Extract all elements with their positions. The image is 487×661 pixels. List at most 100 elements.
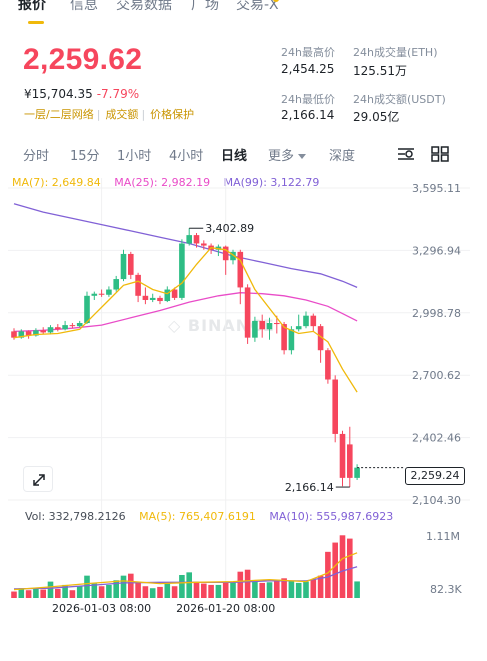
- interval-1h[interactable]: 1小时: [117, 149, 152, 164]
- y-tick-label: 3,595.11: [412, 182, 461, 195]
- candle-body: [274, 323, 280, 325]
- ma25-legend: MA(25): 2,982.19: [114, 176, 211, 189]
- candle-body: [332, 379, 338, 434]
- caret-down-icon: [298, 154, 307, 159]
- interval-more-label: 更多: [268, 149, 295, 164]
- indicator-settings-icon[interactable]: [397, 146, 415, 162]
- price-sub-line: ¥15,704.35 -7.79%: [24, 87, 139, 101]
- candle-body: [91, 293, 98, 296]
- interval-more[interactable]: 更多: [268, 145, 307, 164]
- candle-body: [252, 320, 258, 338]
- vol-usdt-label: 24h成交额(USDT): [353, 93, 446, 106]
- last-price: 2,259.62: [23, 43, 143, 76]
- ma99-legend: MA(99): 3,122.79: [223, 176, 320, 189]
- tag-layer-network[interactable]: 一层/二层网络: [24, 108, 94, 121]
- interval-1d[interactable]: 日线: [221, 149, 248, 164]
- candle-body: [76, 323, 83, 327]
- candle-body: [142, 295, 149, 300]
- volume-bar: [354, 581, 360, 598]
- volume-bar: [76, 586, 83, 598]
- candle-body: [128, 253, 134, 275]
- candle-body: [288, 329, 295, 351]
- volume-bar: [149, 588, 156, 598]
- y-tick-label: 3,296.94: [412, 244, 461, 257]
- y-tick-label: 2,104.30: [412, 494, 461, 507]
- interval-4h[interactable]: 4小时: [169, 149, 204, 164]
- candle-body: [171, 289, 178, 298]
- candle-body: [354, 467, 360, 478]
- ma99-line: [13, 203, 358, 288]
- volume-bar: [252, 581, 258, 598]
- candle-body: [237, 251, 244, 288]
- volume-bar: [18, 588, 25, 598]
- candle-body: [55, 327, 61, 330]
- expand-chart-button[interactable]: [23, 466, 53, 492]
- ma7-line: [13, 247, 358, 393]
- volume-bar: [332, 542, 338, 598]
- vol-ma5-line: [13, 552, 358, 591]
- candle-body: [98, 293, 105, 295]
- y-tick-label: 2,402.46: [412, 432, 461, 445]
- high-price-label: 3,402.89: [205, 222, 254, 235]
- candle-body: [40, 330, 46, 333]
- tag-turnover[interactable]: 成交额: [105, 108, 139, 121]
- tab-trade-x[interactable]: 交易-X: [236, 0, 279, 13]
- interval-depth[interactable]: 深度: [329, 149, 356, 164]
- volume-bar: [186, 572, 192, 598]
- candle-body: [230, 251, 236, 261]
- candle-body: [33, 330, 39, 336]
- interval-timeline[interactable]: 分时: [23, 149, 50, 164]
- y-tick-label: 2,998.78: [412, 307, 461, 320]
- volume-bar: [208, 584, 214, 598]
- tab-trading-data[interactable]: 交易数据: [116, 0, 172, 13]
- high-label: 24h最高价: [281, 46, 335, 59]
- volume-bar: [244, 569, 251, 598]
- top-tabs: 报价 信息 交易数据 广场 交易-X: [0, 0, 487, 24]
- fiat-price: ¥15,704.35: [24, 87, 93, 101]
- interval-15m[interactable]: 15分: [70, 149, 100, 164]
- vol-usdt-value: 29.05亿: [353, 110, 400, 124]
- interval-bar: 分时 15分 1小时 4小时 日线 更多 深度: [0, 145, 487, 167]
- candle-body: [317, 326, 324, 351]
- volume-bar: [193, 581, 200, 598]
- candle-body: [164, 289, 171, 302]
- low-value: 2,166.14: [281, 108, 335, 122]
- candle-body: [157, 297, 163, 302]
- candle-body: [186, 235, 192, 244]
- candle-body: [179, 243, 185, 298]
- grid-layout-icon[interactable]: [431, 146, 449, 162]
- volume-bar: [11, 591, 17, 598]
- candle-body: [244, 287, 251, 338]
- volume-bar: [47, 581, 54, 598]
- volume-bar: [98, 586, 105, 598]
- volume-bar: [106, 584, 112, 598]
- candle-body: [193, 235, 200, 244]
- candle-body: [149, 297, 156, 300]
- volume-bar: [230, 582, 236, 598]
- candle-body: [69, 325, 76, 327]
- low-label: 24h最低价: [281, 93, 335, 106]
- volume-bar: [274, 579, 280, 598]
- volume-bar: [295, 582, 302, 598]
- price-tags: 一层/二层网络 | 成交额 | 价格保护: [24, 108, 195, 121]
- tab-info[interactable]: 信息: [70, 0, 98, 13]
- volume-bar: [40, 589, 46, 598]
- volume-bar: [91, 583, 98, 598]
- y-tick-label: 2,700.62: [412, 369, 461, 382]
- tab-x-dot-icon: [273, 0, 279, 2]
- expand-icon: [33, 474, 45, 486]
- candle-body: [339, 433, 346, 478]
- candle-body: [106, 289, 112, 295]
- vol-tick-low: 82.3K: [430, 583, 462, 596]
- tab-quote[interactable]: 报价: [18, 0, 46, 13]
- candle-body: [113, 279, 119, 290]
- candle-body: [84, 295, 90, 324]
- tag-price-protection[interactable]: 价格保护: [150, 108, 195, 121]
- volume-bar: [215, 584, 222, 598]
- candle-body: [25, 331, 32, 336]
- volume-bar: [55, 588, 61, 598]
- volume-bar: [339, 535, 346, 598]
- candle-body: [11, 331, 17, 338]
- tab-square[interactable]: 广场: [191, 0, 219, 13]
